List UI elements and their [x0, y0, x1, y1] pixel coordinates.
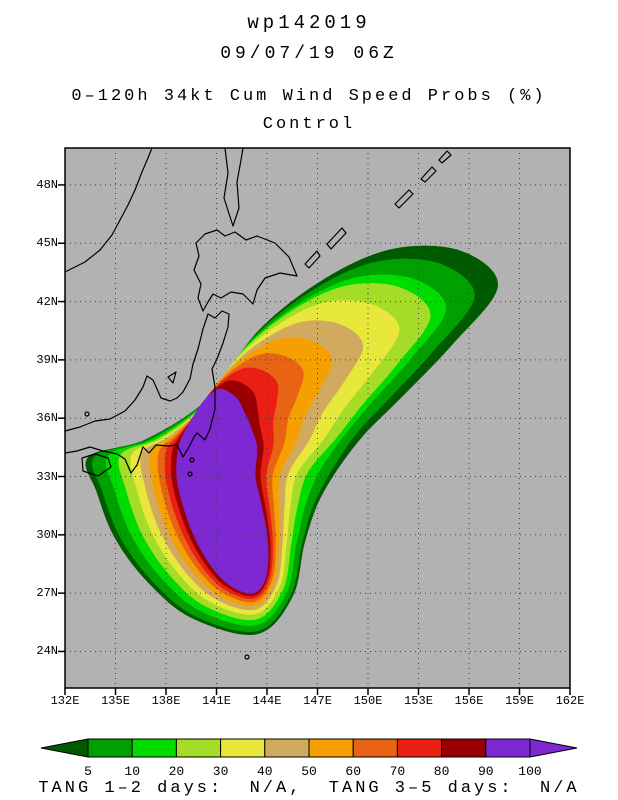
coastline-sakhalin — [223, 147, 244, 227]
coastline-mainland-asia — [64, 147, 153, 273]
colorbar-label: 100 — [518, 764, 541, 779]
prob-contour-100 — [176, 388, 269, 594]
lat-tick-label: 45N — [36, 236, 58, 251]
coastline-hokkaido — [193, 229, 298, 312]
colorbar-label: 5 — [84, 764, 92, 779]
coastline-honshu — [64, 310, 230, 474]
product-title: 0–120h 34kt Cum Wind Speed Probs (%) — [71, 87, 547, 106]
lon-tick-label: 153E — [404, 694, 433, 708]
lon-tick-label: 159E — [505, 694, 534, 708]
colorbar-label: 70 — [390, 764, 406, 779]
colorbar-label: 50 — [301, 764, 317, 779]
lon-tick-label: 138E — [151, 694, 181, 708]
colorbar-segment-30 — [220, 738, 266, 758]
lon-tick-label: 156E — [454, 694, 484, 708]
kuril-islands — [304, 150, 452, 269]
lon-tick-label: 147E — [303, 694, 332, 708]
colorbar-segment-10 — [131, 738, 177, 758]
colorbar-label: 90 — [478, 764, 494, 779]
axis-ticks — [58, 184, 571, 695]
colorbar-arrow-right — [529, 738, 578, 758]
tang-footer: TANG 1–2 days: N/A, TANG 3–5 days: N/A — [38, 779, 580, 798]
probability-swath — [85, 245, 498, 635]
lon-tick-label: 132E — [50, 694, 80, 708]
model-label: Control — [262, 115, 356, 134]
lat-tick-label: 36N — [36, 411, 58, 426]
valid-datetime: 09/07/19 06Z — [220, 44, 398, 64]
lat-tick-label: 42N — [36, 294, 58, 309]
islet-oki — [84, 411, 90, 417]
lat-tick-label: 33N — [36, 469, 58, 484]
lat-tick-label: 27N — [36, 586, 58, 601]
colorbar-segment-60 — [352, 738, 398, 758]
colorbar-segment-5 — [87, 738, 133, 758]
islet-ogasawara — [244, 654, 250, 660]
colorbar-segment-80 — [441, 738, 487, 758]
colorbar-legend: 5 10 20 30 40 50 60 70 80 90 100 — [40, 738, 578, 779]
colorbar-label: 20 — [169, 764, 185, 779]
lat-tick-label: 30N — [36, 527, 58, 542]
colorbar-label: 10 — [124, 764, 140, 779]
storm-id: wp142019 — [247, 12, 371, 34]
colorbar-segment-70 — [396, 738, 443, 758]
colorbar-segment-50 — [308, 738, 354, 758]
colorbar-label: 80 — [434, 764, 450, 779]
colorbar-segment-90 — [485, 738, 531, 758]
colorbar-segment-40 — [264, 738, 310, 758]
lon-tick-label: 135E — [101, 694, 130, 708]
lon-tick-label: 162E — [555, 694, 585, 708]
lat-tick-label: 48N — [36, 177, 58, 192]
colorbar-label: 30 — [213, 764, 229, 779]
lon-tick-label: 144E — [252, 694, 282, 708]
coastline-shikoku — [81, 453, 112, 477]
colorbar-label: 40 — [257, 764, 273, 779]
grid-lines — [65, 148, 570, 688]
islet-izu-2 — [187, 471, 193, 477]
map-frame — [64, 147, 571, 689]
colorbar-segment-20 — [175, 738, 222, 758]
lon-tick-label: 141E — [202, 694, 231, 708]
coastlines — [64, 147, 452, 660]
lat-tick-label: 24N — [36, 644, 58, 659]
lon-tick-label: 150E — [353, 694, 383, 708]
map-canvas — [58, 147, 571, 695]
colorbar-arrow-left — [40, 738, 89, 758]
colorbar-label: 60 — [345, 764, 361, 779]
lat-tick-label: 39N — [36, 352, 58, 367]
island-sado — [167, 371, 177, 384]
islet-izu-1 — [189, 457, 195, 463]
map-area — [58, 147, 571, 695]
